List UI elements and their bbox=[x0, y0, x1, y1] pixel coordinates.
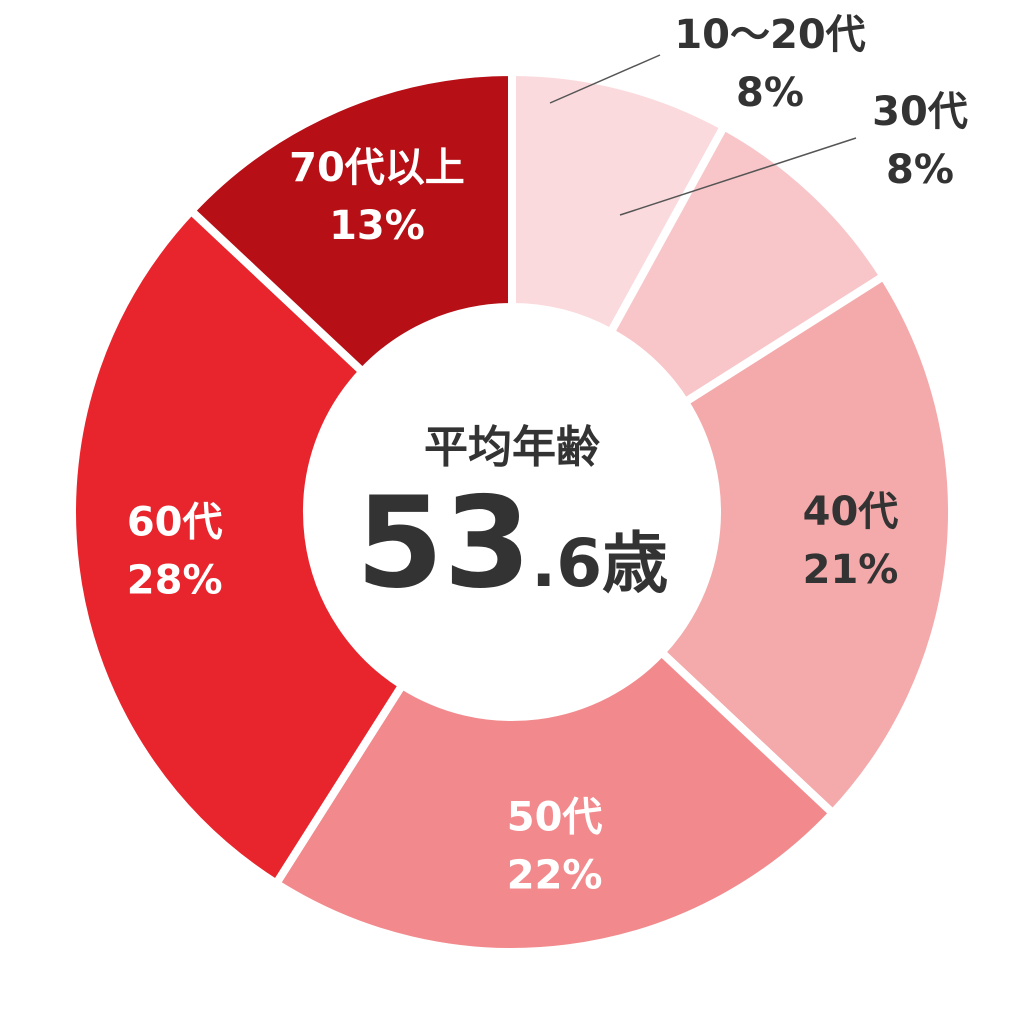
slice-category-label-60s: 60代 bbox=[127, 500, 223, 546]
slice-category-label-50s: 50代 bbox=[507, 794, 603, 840]
leader-line-30s bbox=[619, 137, 857, 216]
slice-value-label-60s: 28% bbox=[127, 558, 223, 604]
slice-40s bbox=[655, 270, 956, 819]
slice-value-label-50s: 22% bbox=[507, 852, 603, 898]
leader-line-10-20s bbox=[549, 54, 661, 104]
average-age-main: 53 bbox=[356, 469, 531, 616]
slice-value-label-30s: 8% bbox=[886, 147, 954, 193]
slice-category-label-70s-plus: 70代以上 bbox=[289, 145, 465, 191]
slice-70s-plus bbox=[185, 67, 516, 378]
donut-slices bbox=[68, 67, 956, 956]
slice-value-label-40s: 21% bbox=[803, 547, 899, 593]
slice-category-label-10-20s: 10～20代 bbox=[674, 12, 865, 58]
slice-category-label-40s: 40代 bbox=[803, 489, 899, 535]
slice-60s bbox=[68, 205, 408, 890]
slice-value-label-70s-plus: 13% bbox=[329, 203, 425, 249]
center-annotation: 平均年齢 53.6歳 bbox=[356, 422, 668, 616]
average-age-sub: .6歳 bbox=[531, 525, 668, 602]
average-age-value: 53.6歳 bbox=[356, 469, 668, 616]
leader-lines bbox=[549, 54, 857, 216]
slice-value-label-10-20s: 8% bbox=[736, 70, 804, 116]
center-caption: 平均年齢 bbox=[424, 422, 600, 473]
slice-labels: 10～20代 8% 30代 8% 40代 21% 50代 22% 60代 28% 70代以上 13% bbox=[127, 12, 968, 898]
slice-50s bbox=[270, 646, 839, 956]
slice-category-label-30s: 30代 bbox=[872, 89, 968, 135]
